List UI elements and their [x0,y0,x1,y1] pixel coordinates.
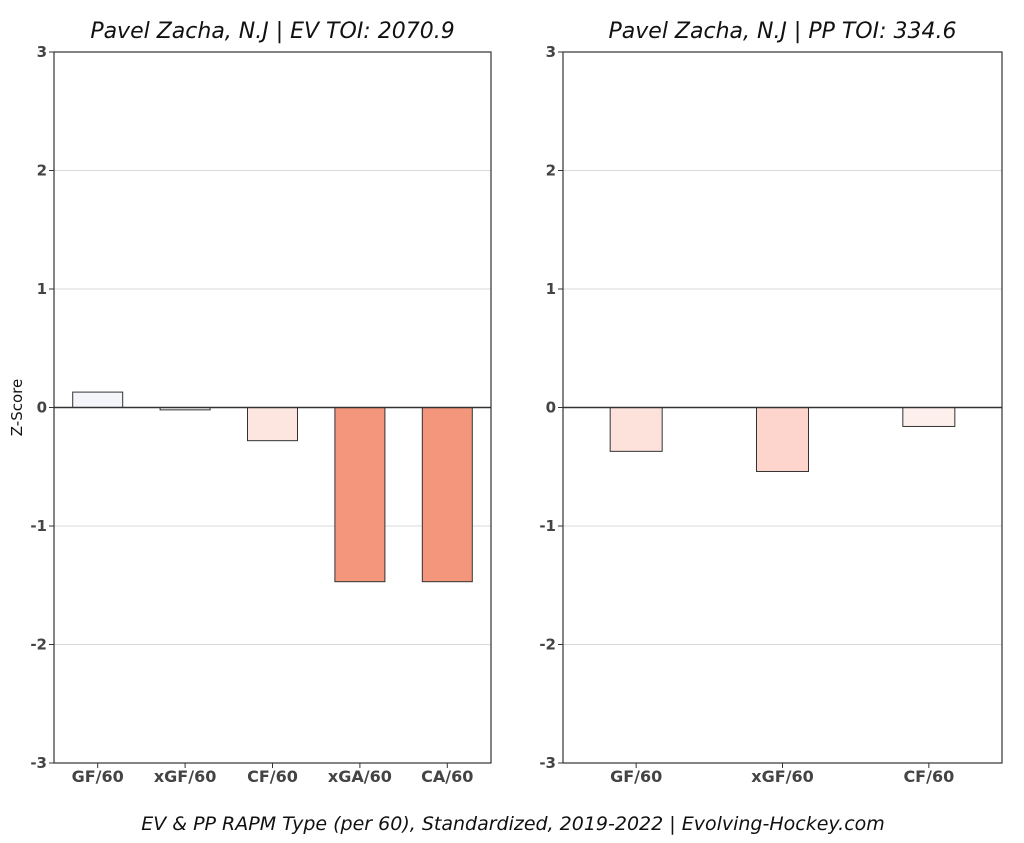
y-tick-label: 0 [37,399,47,417]
pp-panel: -3 -2 -1 0 1 2 3 GF/60 xGF/60 CF/60 Pavel Zacha, N… [539,19,1003,786]
panel-title: Pavel Zacha, N.J | EV TOI: 2070.9 [90,19,454,44]
x-tick-label: GF/60 [610,767,662,786]
y-tick-label: 2 [37,162,47,180]
x-tick-label: xGF/60 [751,767,814,786]
y-tick-label: 3 [37,43,47,61]
bar-xga-per-60 [334,407,386,583]
y-tick-label: 0 [546,399,556,417]
bar-cf-per-60 [247,407,298,442]
bar-gf-per-60 [609,407,663,452]
x-tick-label: CF/60 [903,767,954,786]
y-tick-label: 1 [546,280,556,298]
bar-cf-per-60 [902,407,956,427]
bar-gf-per-60 [72,391,124,409]
x-tick-label: CF/60 [247,767,298,786]
plot-frame [53,51,492,764]
y-tick-label: -1 [539,517,556,535]
y-axis-label: Z-Score [8,379,26,436]
x-tick-label: CA/60 [421,767,473,786]
panel-title: Pavel Zacha, N.J | PP TOI: 334.6 [609,19,957,44]
bar-ca-per-60 [421,407,473,583]
bar-xgf-per-60 [756,407,809,472]
x-tick-label: xGA/60 [328,767,392,786]
plot-frame [562,51,1003,764]
y-tick-label: -3 [30,754,47,772]
y-tick-label: -3 [539,754,556,772]
x-tick-label: xGF/60 [154,767,217,786]
figure-caption: EV & PP RAPM Type (per 60), Standardized… [141,813,885,835]
x-tick-label: GF/60 [72,767,124,786]
y-tick-label: 1 [37,280,47,298]
y-tick-label: 3 [546,43,556,61]
ev-panel: -3 -2 -1 0 1 2 3 GF/60 xGF/60 CF/60 xGA/60 CA/60 Pav… [8,19,492,786]
y-tick-label: -2 [539,636,556,654]
y-tick-label: -2 [30,636,47,654]
y-tick-label: -1 [30,517,47,535]
y-tick-label: 2 [546,162,556,180]
